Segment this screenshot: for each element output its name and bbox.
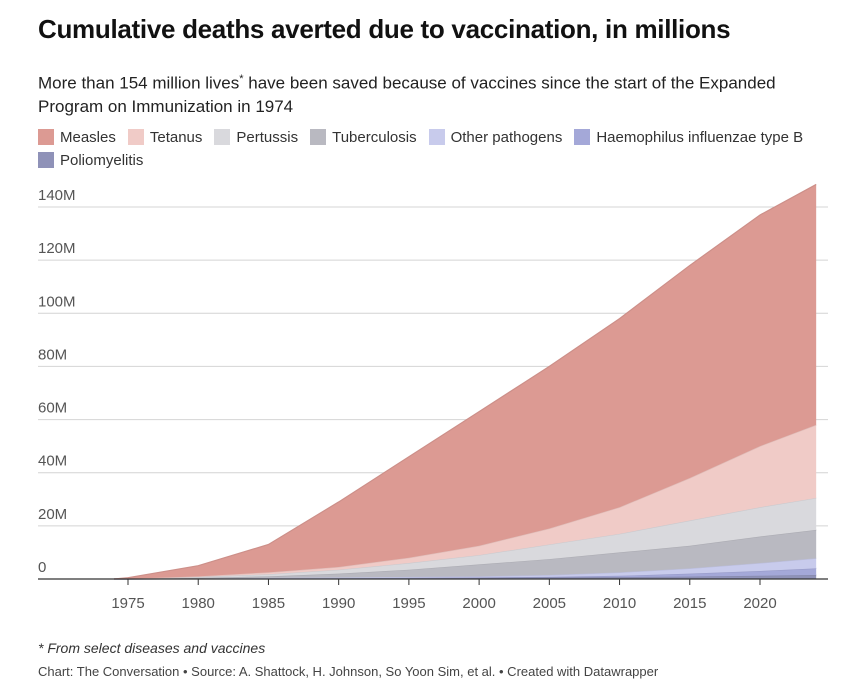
legend-swatch [574,129,591,145]
subtitle-text: More than 154 million lives [38,73,240,93]
footnote: * From select diseases and vaccines [38,640,266,656]
y-tick-label: 20M [38,506,67,523]
x-tick-label: 2005 [533,595,566,612]
subtitle-text-rest: have been saved because of vaccines sinc… [38,73,776,116]
y-tick-label: 80M [38,346,67,363]
legend-item: Other pathogens [428,126,563,149]
legend-swatch [310,129,327,145]
footnote-marker: * [239,73,244,85]
x-tick-label: 2015 [673,595,706,612]
legend-label: Measles [60,129,116,146]
y-tick-label: 40M [38,453,67,470]
x-tick-label: 2010 [603,595,636,612]
y-tick-label: 140M [38,187,76,204]
y-tick-label: 60M [38,400,67,417]
x-tick-label: 1975 [111,595,144,612]
x-tick-label: 1980 [182,595,215,612]
legend-swatch [428,129,445,145]
area-measles [113,184,817,579]
legend-item: Tetanus [127,126,203,149]
area-other-pathogens [113,558,817,579]
y-tick-label: 0 [38,559,46,576]
legend-item: Poliomyelitis [38,149,143,172]
credit-line: Chart: The Conversation • Source: A. Sha… [38,664,659,679]
legend-item: Pertussis [214,126,298,149]
legend-swatch [38,152,54,168]
area-edge [113,183,817,580]
area-tetanus [113,424,817,579]
x-tick-label: 1995 [392,595,425,612]
legend-swatch [38,129,54,145]
area-poliomyelitis [113,575,817,579]
x-tick-label: 2000 [462,595,495,612]
x-tick-label: 1985 [252,595,285,612]
legend-label: Other pathogens [450,129,563,146]
legend: Measles Tetanus Pertussis Tuberculosis Other… [38,126,828,172]
chart-title: Cumulative deaths averted due to vaccina… [38,14,731,44]
chart-subtitle: More than 154 million lives* have been s… [38,68,818,118]
legend-label: Pertussis [236,129,299,146]
area-haemophilus-influenzae-type-b [113,568,817,579]
legend-label: Tetanus [149,129,203,146]
area-pertussis [113,497,817,579]
legend-label: Haemophilus influenzae type B [596,129,804,146]
y-tick-label: 120M [38,240,76,257]
legend-label: Poliomyelitis [60,152,144,169]
area-tuberculosis [113,529,817,579]
legend-label: Tuberculosis [332,129,417,146]
x-tick-label: 1990 [322,595,355,612]
y-tick-label: 100M [38,293,76,310]
x-tick-label: 2020 [743,595,776,612]
legend-item: Measles [38,126,116,149]
legend-item: Haemophilus influenzae type B [574,126,803,149]
legend-swatch [127,129,144,145]
legend-item: Tuberculosis [310,126,417,149]
legend-swatch [214,129,231,145]
